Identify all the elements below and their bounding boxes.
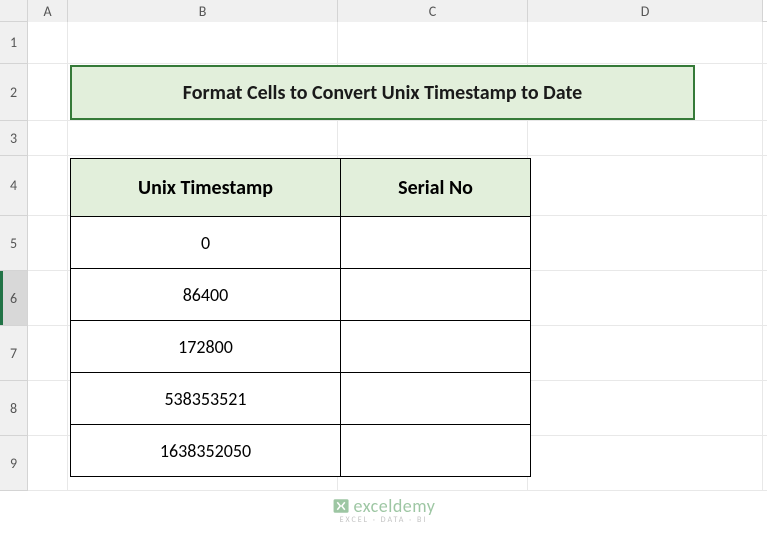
cell[interactable]: [528, 271, 763, 326]
col-header-C[interactable]: C: [338, 0, 528, 22]
column-headers: A B C D: [0, 0, 767, 22]
cell-timestamp[interactable]: 86400: [71, 269, 341, 321]
cell[interactable]: [528, 436, 763, 491]
header-unix-timestamp[interactable]: Unix Timestamp: [71, 159, 341, 217]
cell[interactable]: [528, 121, 763, 156]
cell-timestamp[interactable]: 538353521: [71, 373, 341, 425]
row-header-7[interactable]: 7: [0, 326, 28, 381]
title-banner: Format Cells to Convert Unix Timestamp t…: [70, 65, 695, 120]
cell[interactable]: [338, 22, 528, 64]
header-serial-no[interactable]: Serial No: [341, 159, 531, 217]
table-body: 0864001728005383535211638352050: [71, 217, 531, 477]
cell[interactable]: [338, 121, 528, 156]
excel-icon: [332, 497, 350, 515]
cell-serial[interactable]: [341, 321, 531, 373]
row-header-5[interactable]: 5: [0, 216, 28, 271]
table-row: 538353521: [71, 373, 531, 425]
row-header-8[interactable]: 8: [0, 381, 28, 436]
row-header-3[interactable]: 3: [0, 121, 28, 156]
row-headers: 123456789: [0, 22, 28, 491]
cell[interactable]: [28, 381, 68, 436]
cell-timestamp[interactable]: 1638352050: [71, 425, 341, 477]
table-row: 1638352050: [71, 425, 531, 477]
cell-serial[interactable]: [341, 217, 531, 269]
col-header-A[interactable]: A: [28, 0, 68, 22]
cell[interactable]: [28, 436, 68, 491]
row-header-2[interactable]: 2: [0, 64, 28, 121]
row-header-1[interactable]: 1: [0, 22, 28, 64]
cell[interactable]: [28, 22, 68, 64]
cell[interactable]: [28, 156, 68, 216]
cell[interactable]: [528, 381, 763, 436]
watermark-tagline: EXCEL · DATA · BI: [340, 515, 428, 525]
table-row: 0: [71, 217, 531, 269]
cell-timestamp[interactable]: 172800: [71, 321, 341, 373]
cell[interactable]: [28, 121, 68, 156]
cell[interactable]: [528, 22, 763, 64]
cell-serial[interactable]: [341, 373, 531, 425]
cell[interactable]: [28, 216, 68, 271]
row-header-6[interactable]: 6: [0, 271, 28, 326]
table-row: 86400: [71, 269, 531, 321]
title-text: Format Cells to Convert Unix Timestamp t…: [183, 81, 582, 105]
watermark-brand: exceldemy: [354, 495, 436, 517]
cell[interactable]: [28, 271, 68, 326]
col-header-D[interactable]: D: [528, 0, 763, 22]
cell-timestamp[interactable]: 0: [71, 217, 341, 269]
row-header-9[interactable]: 9: [0, 436, 28, 491]
cell-serial[interactable]: [341, 425, 531, 477]
col-header-B[interactable]: B: [68, 0, 338, 22]
table-header-row: Unix Timestamp Serial No: [71, 159, 531, 217]
select-all-corner[interactable]: [0, 0, 28, 22]
row-header-4[interactable]: 4: [0, 156, 28, 216]
cell[interactable]: [28, 326, 68, 381]
cell[interactable]: [68, 22, 338, 64]
cell[interactable]: [68, 121, 338, 156]
cell-serial[interactable]: [341, 269, 531, 321]
cell[interactable]: [28, 64, 68, 121]
table-row: 172800: [71, 321, 531, 373]
cell[interactable]: [528, 326, 763, 381]
cell[interactable]: [528, 156, 763, 216]
cell[interactable]: [528, 216, 763, 271]
watermark: exceldemy EXCEL · DATA · BI: [332, 495, 436, 525]
data-table: Unix Timestamp Serial No 086400172800538…: [70, 158, 531, 477]
